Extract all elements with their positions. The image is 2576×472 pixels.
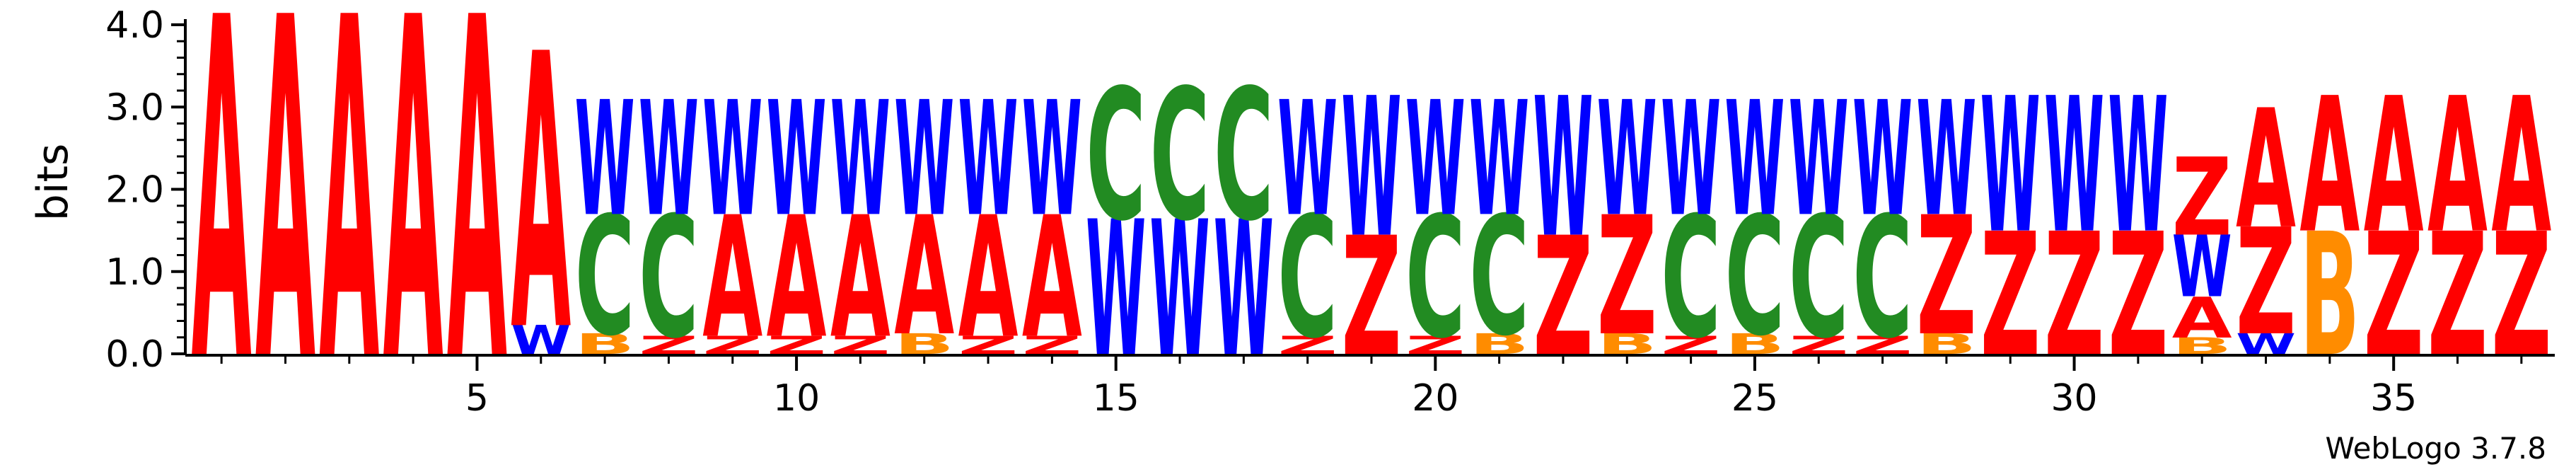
logo-letter-c: C: [1789, 181, 1849, 375]
x-tick-label: 25: [1731, 377, 1778, 420]
logo-letter-c: C: [575, 182, 635, 372]
y-tick-label: 1.0: [105, 251, 164, 294]
logo-letter-a: A: [319, 0, 380, 464]
logo-letter-w: W: [1980, 57, 2041, 275]
logo-letter-c: C: [1469, 182, 1529, 372]
x-tick-label: 35: [2370, 377, 2417, 420]
logo-letter-a: A: [702, 181, 762, 375]
logo-letter-a: A: [255, 0, 316, 464]
y-ticks: 0.0 1.0 2.0 3.0 4.0: [105, 4, 185, 376]
logo-letter-w: W: [1022, 69, 1082, 252]
axes: 0.0 1.0 2.0 3.0 4.0 5 10 15 20 25 30 35: [105, 4, 2555, 420]
logo-letter-w: W: [958, 69, 1019, 252]
logo-letter-w: W: [2108, 57, 2168, 275]
logo-letter-a: A: [958, 181, 1019, 375]
logo-letter-w: W: [702, 69, 762, 252]
logo-letter-a: A: [767, 181, 827, 375]
logo-letter-a: A: [383, 0, 444, 464]
logo-letter-a: A: [447, 0, 508, 464]
y-tick-label: 2.0: [105, 169, 164, 212]
logo-letter-w: W: [1724, 69, 1785, 252]
logo-letter-c: C: [1150, 50, 1210, 260]
logo-letter-c: C: [1661, 181, 1721, 375]
x-ticks: 5 10 15 20 25 30 35: [220, 355, 2523, 420]
logo-letter-a: A: [2491, 59, 2551, 275]
logo-letter-z: Z: [1597, 183, 1657, 373]
logo-letter-a: A: [2364, 59, 2424, 275]
logo-letter-w: W: [1661, 69, 1721, 252]
logo-letter-w: W: [2044, 57, 2104, 275]
logo-letter-a: A: [2236, 74, 2296, 265]
logo-letter-w: W: [639, 69, 699, 252]
logo-letter-w: W: [1852, 69, 1913, 252]
logo-letters: A A A A A WA BCWZCWZAWZAWZAWBAWZAWZAWWCWCWCZCW…: [192, 0, 2552, 464]
logo-letter-a: A: [2172, 285, 2232, 351]
logo-letter-w: W: [767, 69, 827, 252]
logo-letter-w: W: [575, 69, 635, 252]
logo-letter-a: A: [830, 181, 890, 375]
y-tick-label: 4.0: [105, 4, 164, 47]
y-tick-label: 3.0: [105, 86, 164, 129]
logo-letter-w: W: [2172, 218, 2232, 316]
logo-letter-w: W: [1597, 69, 1657, 252]
logo-letter-w: W: [830, 69, 890, 252]
logo-letter-c: C: [1214, 50, 1274, 260]
logo-letter-a: A: [2299, 59, 2360, 275]
logo-letter-w: W: [1469, 69, 1529, 252]
logo-letter-w: W: [1789, 69, 1849, 252]
logo-letter-c: C: [639, 181, 699, 375]
logo-letter-w: W: [1533, 57, 1594, 280]
x-tick-label: 5: [465, 377, 489, 420]
y-tick-label: 0.0: [105, 333, 164, 376]
logo-letter-w: W: [894, 69, 954, 252]
logo-letter-a: A: [511, 0, 572, 414]
logo-letter-a: A: [894, 181, 954, 372]
x-tick-label: 30: [2050, 377, 2097, 420]
logo-letter-w: W: [1916, 69, 1976, 252]
logo-letter-z: Z: [2236, 197, 2296, 368]
logo-letter-c: C: [1724, 182, 1785, 372]
logo-letter-c: C: [1405, 181, 1466, 375]
logo-letter-a: A: [1022, 181, 1082, 375]
logo-letter-c: C: [1852, 181, 1913, 375]
weblogo-version-footer: WebLogo 3.7.8: [2326, 431, 2547, 466]
logo-letter-w: W: [1405, 69, 1466, 252]
logo-letter-c: C: [1086, 50, 1146, 260]
logo-letter-w: W: [1277, 69, 1338, 252]
logo-letter-w: W: [1342, 57, 1402, 280]
logo-letter-a: A: [2427, 59, 2488, 275]
x-tick-label: 15: [1093, 377, 1139, 420]
logo-letter-a: A: [192, 0, 253, 464]
logo-letter-z: Z: [1916, 183, 1976, 373]
x-tick-label: 10: [773, 377, 820, 420]
logo-letter-c: C: [1277, 181, 1338, 375]
x-tick-label: 20: [1412, 377, 1458, 420]
logo-letter-z: Z: [2172, 135, 2232, 260]
y-axis-label: bits: [28, 144, 78, 221]
